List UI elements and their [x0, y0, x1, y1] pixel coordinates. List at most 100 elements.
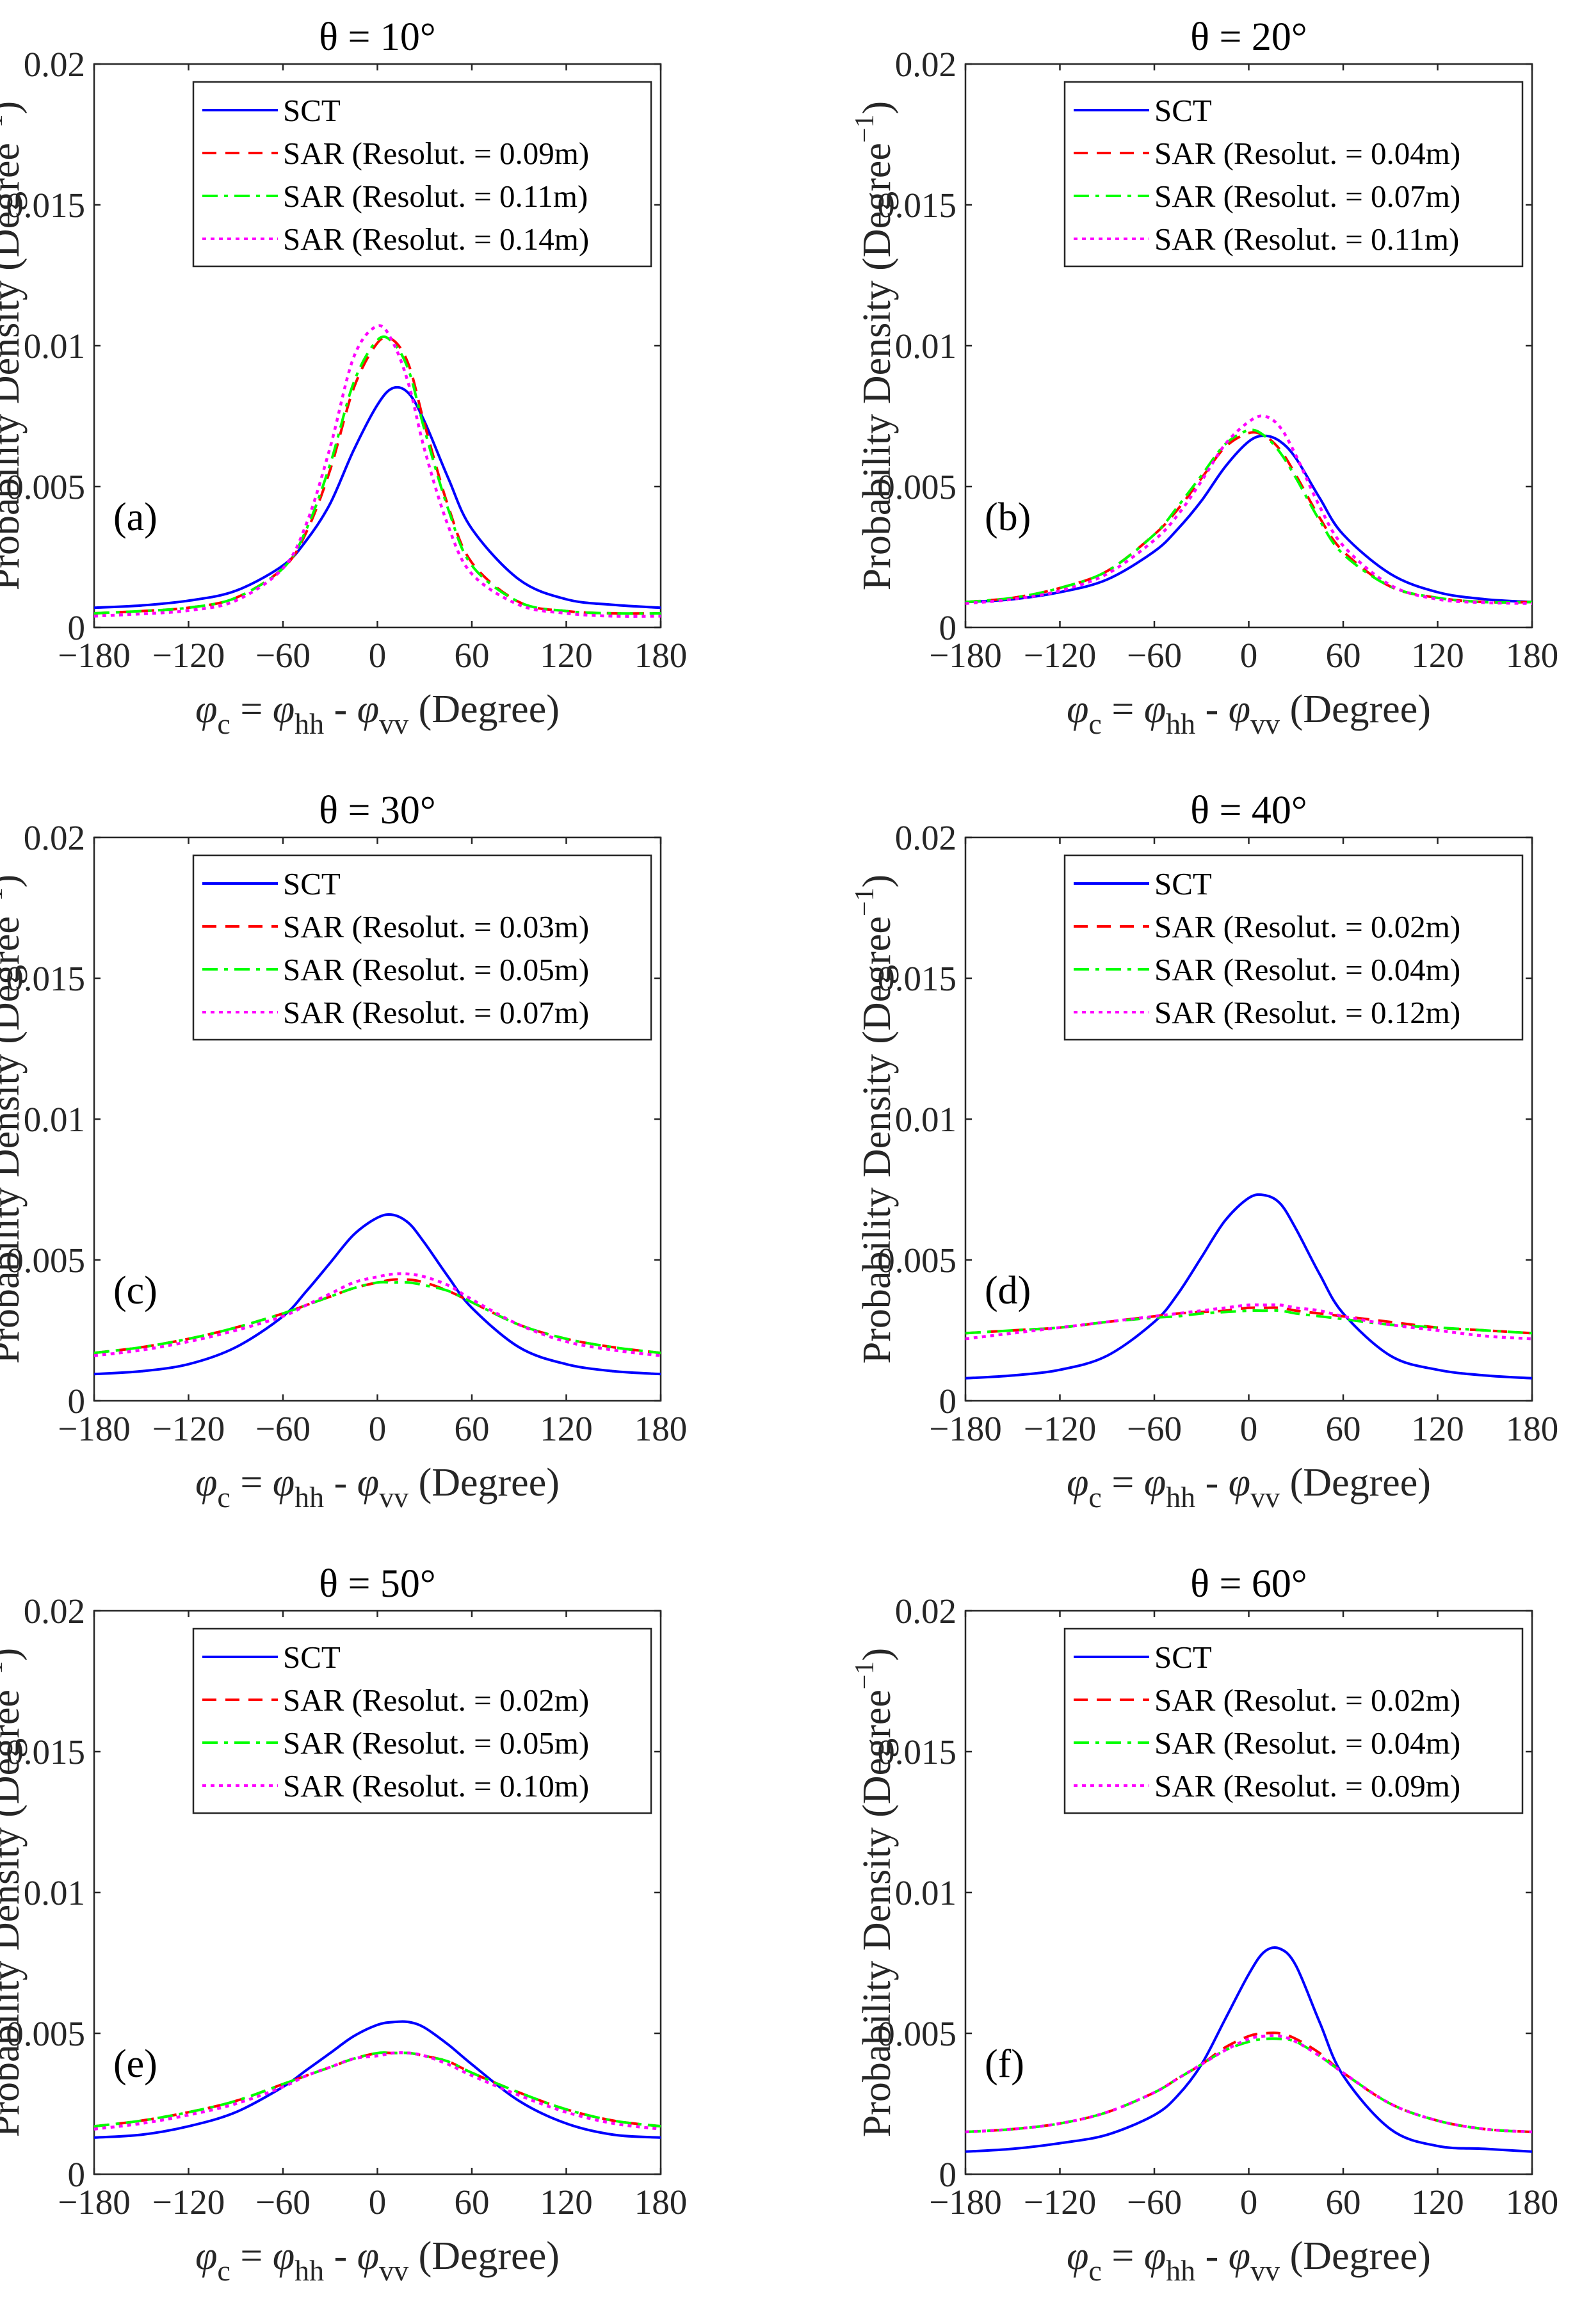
x-tick-label: 60 — [455, 636, 490, 675]
legend: SCT SAR (Resolut. = 0.02m) SAR (Resolut. =… — [1063, 854, 1524, 1041]
legend-entry: SAR (Resolut. = 0.10m) — [283, 1768, 589, 1804]
y-tick-label: 0.01 — [24, 327, 85, 366]
x-tick-label: 120 — [1411, 1409, 1464, 1448]
y-axis-label: Probability Density (Degree−1) — [0, 1648, 28, 2137]
x-tick-label: −60 — [1127, 1409, 1182, 1448]
x-tick-label: −120 — [152, 1409, 225, 1448]
chart-panel-e: θ = 50° −180 −120 −60 0 60 120 180 0 0.005 0.01 0.0… — [0, 1562, 687, 2287]
series-line-sar-resolut-0-11m — [94, 335, 661, 615]
legend-entry: SCT — [283, 93, 341, 128]
y-tick-label: 0.005 — [6, 467, 85, 506]
legend-entry: SAR (Resolut. = 0.02m) — [283, 1682, 589, 1718]
legend-entry: SAR (Resolut. = 0.11m) — [283, 179, 588, 214]
y-tick-label: 0.015 — [6, 1732, 85, 1771]
legend-box — [192, 81, 652, 268]
x-tick-label: 0 — [1240, 636, 1258, 675]
legend-entry: SCT — [283, 1640, 341, 1675]
series-line-sar-resolut-0-04m — [965, 2037, 1532, 2133]
x-tick-label: 180 — [634, 1409, 688, 1448]
x-tick-label: 120 — [1411, 636, 1464, 675]
y-tick-label: 0.01 — [895, 327, 956, 366]
legend-entry: SCT — [1154, 93, 1212, 128]
legend-entry: SCT — [1154, 866, 1212, 901]
panel-letter: (d) — [985, 1269, 1031, 1312]
series-line-sct — [965, 434, 1532, 604]
series-line-sar-resolut-0-04m — [965, 1309, 1532, 1335]
y-tick-label: 0.005 — [877, 467, 956, 506]
series-line-sar-resolut-0-10m — [94, 2051, 661, 2131]
series-line-sar-resolut-0-03m — [94, 1278, 661, 1355]
legend-entry: SCT — [283, 866, 341, 901]
y-tick-label: 0 — [68, 608, 86, 647]
x-tick-label: −60 — [1127, 636, 1182, 675]
x-tick-label: −60 — [255, 2183, 311, 2222]
y-tick-label: 0 — [68, 1382, 86, 1421]
x-tick-label: 0 — [1240, 2183, 1258, 2222]
x-tick-label: 180 — [634, 636, 688, 675]
x-tick-label: 0 — [1240, 1409, 1258, 1448]
y-tick-label: 0.02 — [24, 818, 85, 857]
y-axis-label: Probability Density (Degree−1) — [850, 1648, 899, 2137]
series-line-sct — [965, 1946, 1532, 2153]
x-axis-label: φc = φhh - φvv (Degree) — [1067, 1461, 1431, 1513]
x-tick-label: 0 — [369, 636, 387, 675]
x-tick-label: 60 — [1326, 636, 1361, 675]
series-line-sar-resolut-0-11m — [965, 414, 1532, 605]
legend-entry: SAR (Resolut. = 0.11m) — [1154, 222, 1459, 257]
x-tick-label: 60 — [455, 2183, 490, 2222]
legend-box — [1063, 1627, 1524, 1814]
y-tick-label: 0.015 — [6, 186, 85, 225]
x-tick-label: −60 — [255, 636, 311, 675]
x-tick-label: 120 — [1411, 2183, 1464, 2222]
panel-title: θ = 40° — [1190, 789, 1307, 832]
legend-box — [192, 1627, 652, 1814]
legend-entry: SAR (Resolut. = 0.02m) — [1154, 1682, 1460, 1718]
x-axis-label: φc = φhh - φvv (Degree) — [1067, 2234, 1431, 2287]
legend: SCT SAR (Resolut. = 0.02m) SAR (Resolut. =… — [192, 1627, 652, 1814]
x-tick-label: −180 — [929, 636, 1002, 675]
x-tick-label: −60 — [1127, 2183, 1182, 2222]
panel-letter: (e) — [113, 2042, 157, 2086]
x-tick-label: 120 — [540, 1409, 593, 1448]
legend-entry: SAR (Resolut. = 0.05m) — [283, 952, 589, 987]
y-axis-label: Probability Density (Degree−1) — [0, 875, 28, 1364]
series-line-sct — [94, 2020, 661, 2139]
x-tick-label: −120 — [1024, 636, 1097, 675]
panel-title: θ = 60° — [1190, 1562, 1307, 1606]
legend-entry: SAR (Resolut. = 0.12m) — [1154, 995, 1460, 1030]
x-tick-label: −60 — [255, 1409, 311, 1448]
y-tick-label: 0.005 — [877, 2014, 956, 2053]
x-tick-label: 0 — [369, 1409, 387, 1448]
legend-entry: SAR (Resolut. = 0.07m) — [283, 995, 589, 1030]
series-line-sar-resolut-0-09m — [965, 2034, 1532, 2134]
series-line-sar-resolut-0-05m — [94, 2051, 661, 2128]
legend-entry: SAR (Resolut. = 0.04m) — [1154, 1725, 1460, 1761]
panel-letter: (f) — [985, 2042, 1024, 2086]
y-tick-label: 0 — [939, 608, 957, 647]
legend-entry: SAR (Resolut. = 0.07m) — [1154, 179, 1460, 214]
y-tick-label: 0.005 — [6, 2014, 85, 2053]
legend-entry: SAR (Resolut. = 0.02m) — [1154, 909, 1460, 944]
legend-entry: SAR (Resolut. = 0.04m) — [1154, 136, 1460, 171]
series-line-sar-resolut-0-07m — [965, 428, 1532, 604]
legend-entry: SAR (Resolut. = 0.03m) — [283, 909, 589, 944]
legend-entry: SAR (Resolut. = 0.14m) — [283, 222, 589, 257]
panel-letter: (c) — [113, 1269, 157, 1312]
y-tick-label: 0.015 — [6, 959, 85, 998]
x-tick-label: 60 — [1326, 2183, 1361, 2222]
y-tick-label: 0.01 — [24, 1873, 85, 1912]
x-axis-label: φc = φhh - φvv (Degree) — [1067, 688, 1431, 740]
x-tick-label: −180 — [58, 636, 131, 675]
y-tick-label: 0.01 — [24, 1100, 85, 1139]
x-tick-label: 120 — [540, 636, 593, 675]
series-line-sct — [965, 1193, 1532, 1380]
legend: SCT SAR (Resolut. = 0.02m) SAR (Resolut. =… — [1063, 1627, 1524, 1814]
x-tick-label: 180 — [634, 2183, 688, 2222]
y-tick-label: 0.015 — [877, 186, 956, 225]
y-tick-label: 0.02 — [24, 1592, 85, 1631]
y-axis-label: Probability Density (Degree−1) — [0, 101, 28, 590]
x-tick-label: −180 — [929, 2183, 1002, 2222]
x-tick-label: 180 — [1506, 636, 1559, 675]
series-line-sar-resolut-0-14m — [94, 324, 661, 618]
series-line-sar-resolut-0-05m — [94, 1280, 661, 1355]
